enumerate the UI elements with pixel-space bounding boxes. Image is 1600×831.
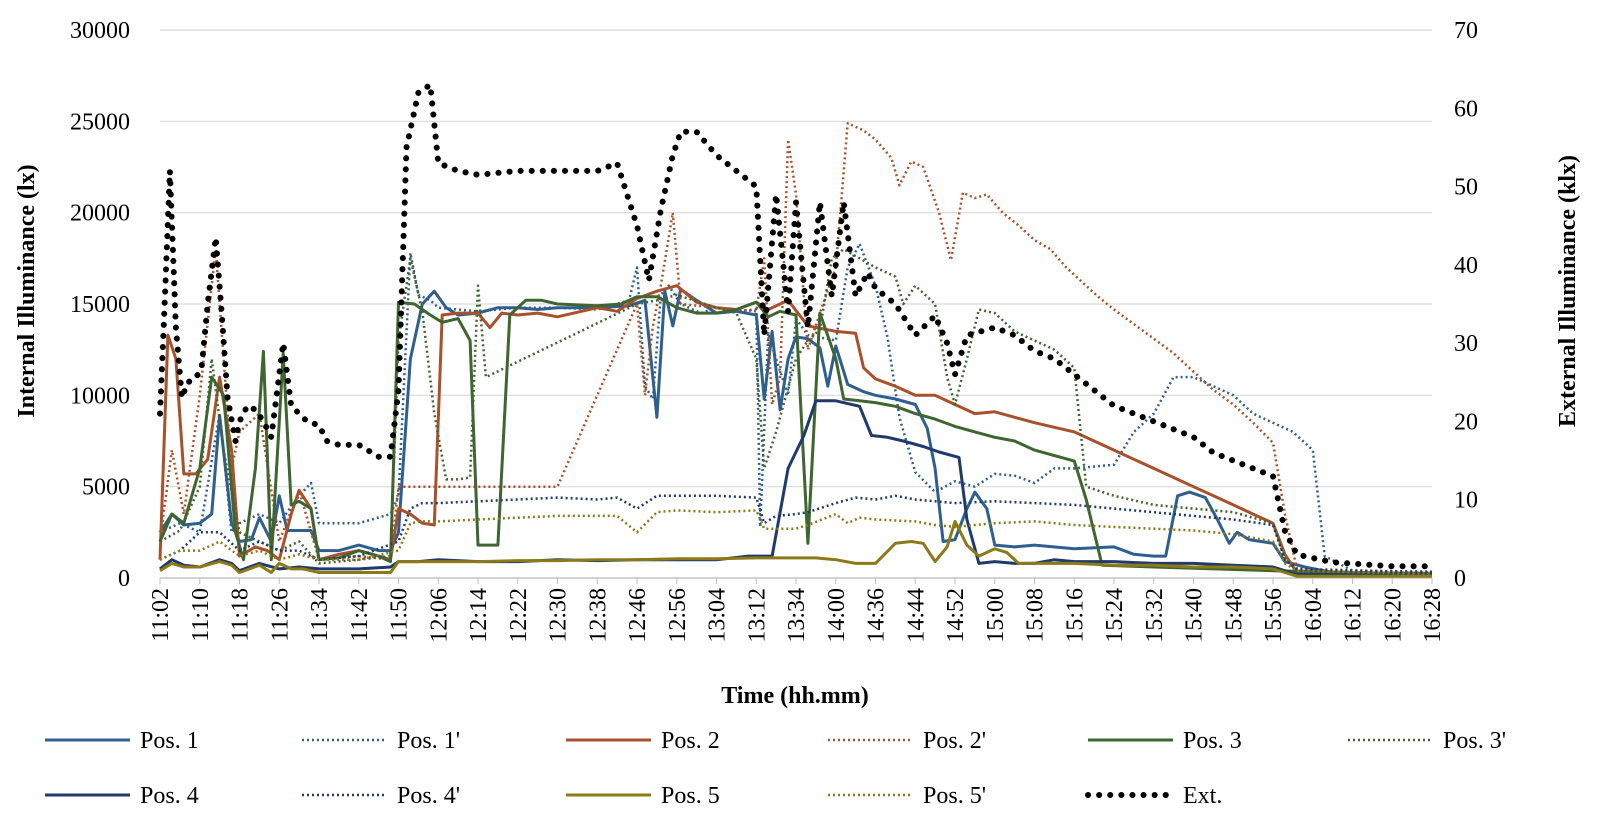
- x-tick-label: 12:46: [625, 588, 651, 643]
- series-line-pos-4: [159, 399, 1433, 577]
- x-tick-label: 14:00: [824, 588, 850, 643]
- legend-label: Pos. 2': [923, 728, 986, 754]
- y-axis-title-left: Internal Illuminance (lx): [14, 164, 40, 417]
- left-tick-label: 0: [118, 566, 130, 592]
- series-line-pos-2: [158, 284, 1433, 575]
- series-line-pos-1: [158, 287, 1433, 575]
- x-tick-label: 15:40: [1182, 588, 1208, 643]
- left-tick-label: 20000: [70, 201, 130, 227]
- right-tick-label: 70: [1454, 18, 1478, 44]
- legend-label: Pos. 2: [661, 728, 720, 754]
- x-tick-label: 11:10: [188, 588, 214, 642]
- x-tick-label: 12:56: [665, 588, 691, 643]
- x-tick-label: 11:42: [347, 588, 373, 642]
- x-tick-label: 12:14: [466, 588, 492, 643]
- series-line-pos-5: [159, 509, 1433, 576]
- legend-label: Pos. 4': [397, 783, 460, 809]
- x-tick-label: 11:26: [267, 588, 293, 642]
- left-tick-label: 15000: [70, 292, 130, 318]
- x-tick-label: 14:44: [903, 588, 929, 643]
- x-tick-label: 12:30: [546, 588, 572, 643]
- series-line-pos-3: [159, 247, 1433, 576]
- legend-label: Ext.: [1183, 783, 1222, 809]
- right-tick-label: 0: [1454, 566, 1466, 592]
- series-line-pos-5: [159, 519, 1432, 578]
- x-tick-label: 15:56: [1261, 588, 1287, 643]
- x-tick-label: 12:06: [426, 588, 452, 643]
- x-tick-label: 16:20: [1380, 588, 1406, 643]
- legend-label: Pos. 5': [923, 783, 986, 809]
- right-axis-ticks: 0 10 20 30 40 50 60 70: [1454, 18, 1478, 592]
- x-tick-label: 16:12: [1341, 588, 1367, 643]
- x-tick-label: 15:32: [1142, 588, 1168, 643]
- left-axis-ticks: 0 5000 10000 15000 20000 25000 30000: [70, 18, 130, 592]
- x-tick-label: 11:50: [387, 588, 413, 642]
- x-tick-label: 13:12: [744, 588, 770, 643]
- x-tick-label: 15:08: [1023, 588, 1049, 643]
- right-tick-label: 60: [1454, 96, 1478, 122]
- legend-label: Pos. 1: [140, 728, 199, 754]
- x-tick-label: 14:52: [943, 588, 969, 643]
- x-tick-label: 13:34: [784, 588, 810, 643]
- legend-label: Pos. 1': [397, 728, 460, 754]
- x-tick-label: 11:18: [228, 588, 254, 642]
- left-tick-label: 5000: [82, 475, 130, 501]
- series-line-pos-2: [158, 121, 1433, 574]
- x-tick-label: 15:24: [1102, 588, 1128, 643]
- series-line-pos-4: [159, 494, 1433, 574]
- legend-label: Pos. 3': [1443, 728, 1506, 754]
- x-tick-label: 11:02: [148, 588, 174, 642]
- series-lines: [157, 81, 1435, 578]
- series-line-pos-3: [158, 295, 1433, 576]
- y-axis-title-right: External Illuminance (klx): [1555, 155, 1581, 427]
- right-tick-label: 50: [1454, 175, 1478, 201]
- right-tick-label: 20: [1454, 409, 1478, 435]
- right-tick-label: 30: [1454, 331, 1478, 357]
- right-tick-label: 40: [1454, 253, 1478, 279]
- legend: Pos. 1 Pos. 1' Pos. 2 Pos. 2' Pos. 3 Pos. 3' P…: [45, 728, 1506, 809]
- x-tick-label: 12:38: [585, 588, 611, 643]
- left-tick-label: 25000: [70, 109, 130, 135]
- x-axis-ticks: 11:02 11:10 11:18 11:26 11:34 11:42 11:50 12:06…: [148, 578, 1446, 643]
- gridlines: [160, 29, 1432, 579]
- x-tick-label: 11:34: [307, 588, 333, 642]
- series-line-ext: [157, 81, 1435, 570]
- left-tick-label: 10000: [70, 383, 130, 409]
- x-tick-label: 12:22: [506, 588, 532, 643]
- x-tick-label: 15:00: [983, 588, 1009, 643]
- legend-label: Pos. 5: [661, 783, 720, 809]
- x-tick-label: 15:48: [1221, 588, 1247, 643]
- x-tick-label: 16:04: [1301, 588, 1327, 643]
- x-axis-title: Time (hh.mm): [721, 683, 869, 709]
- x-tick-label: 16:28: [1420, 588, 1446, 643]
- legend-label: Pos. 4: [140, 783, 199, 809]
- legend-label: Pos. 3: [1183, 728, 1242, 754]
- left-tick-label: 30000: [70, 18, 130, 44]
- x-tick-label: 15:16: [1062, 588, 1088, 643]
- right-tick-label: 10: [1454, 488, 1478, 514]
- x-tick-label: 14:36: [864, 588, 890, 643]
- x-tick-label: 13:04: [705, 588, 731, 643]
- series-line-pos-1: [159, 242, 1433, 573]
